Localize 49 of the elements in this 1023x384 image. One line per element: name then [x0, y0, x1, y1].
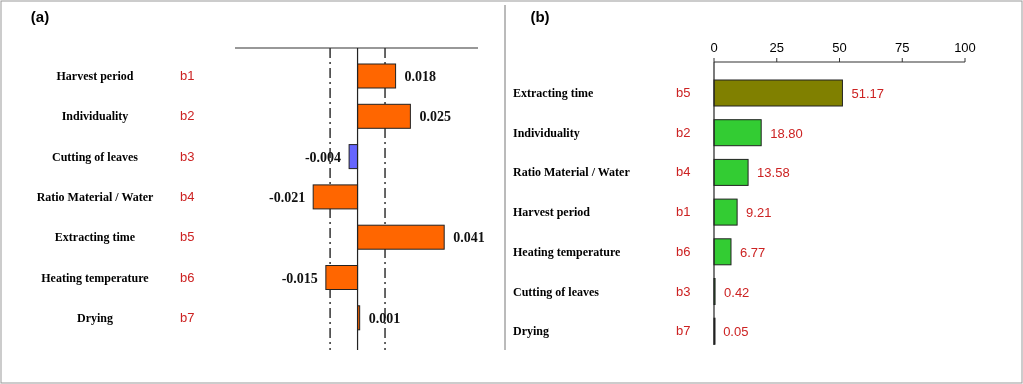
y-tick-label: Ratio Material / Water: [513, 165, 631, 180]
data-label: 13.58: [757, 165, 790, 181]
text: b6: [180, 269, 195, 285]
text: b7: [180, 309, 195, 325]
x-tick-label: 100: [954, 40, 976, 55]
data-label: 0.018: [404, 69, 437, 84]
text: b6: [676, 243, 691, 259]
y-tick-label: Cutting of leaves: [513, 284, 600, 299]
text: b4: [676, 164, 691, 180]
text: (a): [30, 8, 50, 25]
data-label: -0.015: [281, 270, 318, 286]
y-tick-label: Harvest period: [56, 69, 134, 83]
data-label: 6.77: [739, 244, 766, 260]
data-label: 18.80: [770, 125, 803, 141]
x-tick-label: 25: [769, 40, 784, 55]
data-label: -0.021: [269, 189, 306, 205]
y-tick-label: Ratio Material / Water: [36, 189, 155, 204]
x-tick-label: 75: [895, 40, 910, 55]
data-label: 9.21: [746, 205, 772, 221]
text: b2: [676, 124, 691, 140]
text: b5: [676, 85, 691, 100]
y-tick-label: Extracting time: [54, 230, 136, 245]
y-tick-label: Heating temperature: [513, 244, 622, 259]
x-tick-label: 0: [710, 40, 718, 55]
y-tick-label: Individuality: [61, 109, 129, 124]
x-tick-label: 50: [832, 40, 847, 55]
text: b3: [180, 148, 195, 164]
y-tick-label: Drying: [77, 310, 113, 325]
y-tick-label: Extracting time: [513, 86, 594, 100]
text: b3: [676, 283, 691, 299]
data-label: 51.17: [851, 86, 884, 101]
data-label: 0.001: [368, 310, 401, 326]
data-label: 0.05: [723, 324, 749, 340]
y-tick-label: Heating temperature: [41, 270, 150, 285]
data-label: 0.025: [419, 109, 451, 125]
data-label: -0.004: [304, 149, 342, 165]
text: (b): [530, 8, 550, 25]
text: b2: [180, 108, 195, 124]
text: b5: [180, 229, 195, 245]
text: b7: [676, 323, 691, 339]
text: b1: [676, 204, 691, 220]
text: b4: [180, 188, 195, 204]
y-tick-label: Drying: [513, 324, 549, 339]
y-tick-label: Harvest period: [513, 205, 591, 220]
y-tick-label: Cutting of leaves: [52, 149, 139, 164]
y-tick-label: Individuality: [513, 125, 580, 140]
text: b1: [180, 68, 195, 83]
data-label: 0.041: [453, 230, 485, 246]
data-label: 0.42: [724, 284, 750, 300]
